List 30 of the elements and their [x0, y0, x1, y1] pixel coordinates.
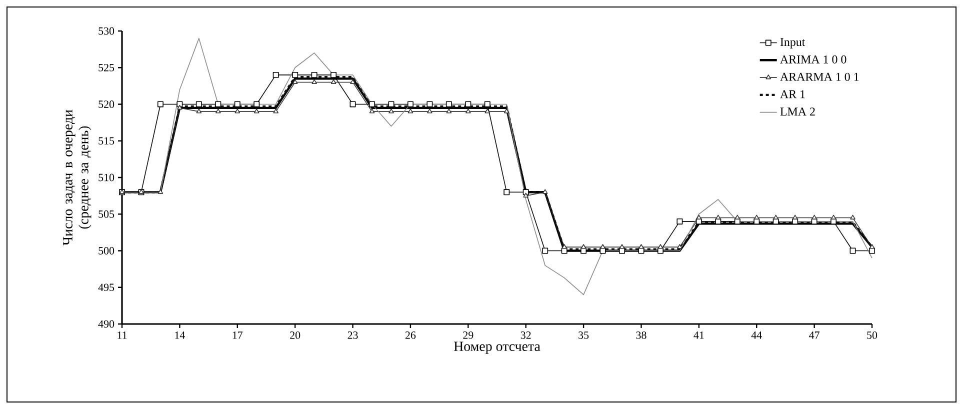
- x-axis-title: Номер отсчета: [454, 342, 540, 354]
- x-tick-label: 23: [348, 332, 358, 339]
- x-tick-label: 35: [578, 332, 589, 339]
- x-tick-label: 32: [520, 332, 531, 339]
- x-tick-label: 14: [175, 332, 186, 339]
- y-tick-label: 530: [98, 27, 114, 35]
- y-tick-label: 495: [98, 284, 114, 292]
- x-tick-label: 41: [694, 332, 704, 339]
- x-tick-label: 11: [118, 332, 127, 339]
- y-tick-label: 515: [98, 137, 114, 145]
- legend-label: LMA 2: [780, 108, 815, 116]
- x-tick-label: 20: [290, 332, 300, 339]
- x-tick-label: 44: [751, 332, 762, 339]
- x-tick-label: 26: [405, 332, 416, 339]
- x-tick-label: 47: [809, 332, 820, 339]
- legend-label: AR 1: [780, 90, 805, 98]
- legend-label: ARIMA 1 0 0: [780, 55, 846, 64]
- x-tick-label: 38: [636, 332, 646, 339]
- x-tick-label: 29: [463, 332, 474, 339]
- legend-label: ARARMA 1 0 1: [780, 72, 859, 81]
- y-tick-label: 500: [98, 247, 114, 254]
- x-tick-label: 50: [867, 332, 878, 339]
- y-axis-title: Число задач в очереди (среднее за день): [63, 110, 92, 246]
- y-tick-label: 510: [98, 174, 114, 182]
- y-tick-label: 525: [98, 64, 114, 72]
- x-tick-label: 17: [232, 332, 243, 339]
- y-tick-label: 490: [98, 320, 114, 328]
- legend-label: Input: [780, 38, 806, 48]
- y-tick-label: 505: [98, 210, 114, 218]
- y-tick-label: 520: [98, 100, 114, 108]
